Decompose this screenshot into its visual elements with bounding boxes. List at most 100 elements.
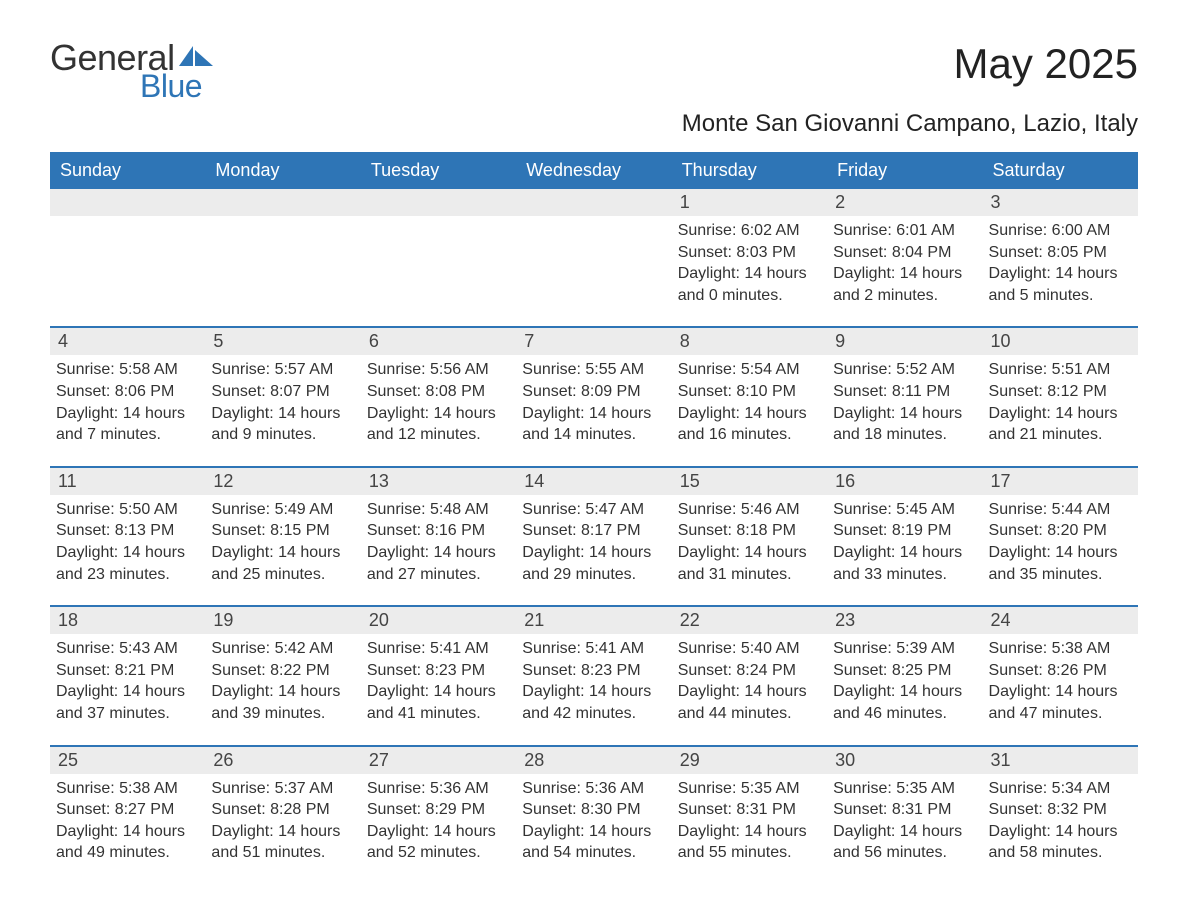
sunrise-line: Sunrise: 5:42 AM [211, 638, 354, 660]
daylight-line: Daylight: 14 hours and 49 minutes. [56, 821, 199, 864]
calendar-day-cell: 27Sunrise: 5:36 AMSunset: 8:29 PMDayligh… [361, 746, 516, 884]
calendar-day-cell [516, 189, 671, 327]
daylight-line: Daylight: 14 hours and 9 minutes. [211, 403, 354, 446]
page-header: General Blue May 2025 [50, 40, 1138, 102]
daylight-line: Daylight: 14 hours and 47 minutes. [989, 681, 1132, 724]
calendar-day-cell: 31 Sunrise: 5:34 AMSunset: 8:32 PMDayligh… [983, 746, 1138, 884]
day-info: Sunrise: 5:36 AMSunset: 8:30 PMDaylight:… [522, 778, 665, 864]
sunset-line: Sunset: 8:10 PM [678, 381, 821, 403]
sunrise-line: Sunrise: 5:49 AM [211, 499, 354, 521]
calendar-table: Sunday Monday Tuesday Wednesday Thursday… [50, 152, 1138, 884]
calendar-day-cell: 17Sunrise: 5:44 AMSunset: 8:20 PMDayligh… [983, 467, 1138, 606]
sunrise-line: Sunrise: 5:40 AM [678, 638, 821, 660]
daylight-line: Daylight: 14 hours and 2 minutes. [833, 263, 976, 306]
sunrise-line: Sunrise: 5:35 AM [678, 778, 821, 800]
sunset-line: Sunset: 8:25 PM [833, 660, 976, 682]
daylight-line: Daylight: 14 hours and 58 minutes. [989, 821, 1132, 864]
day-number: 18 [50, 607, 205, 634]
sunset-line: Sunset: 8:18 PM [678, 520, 821, 542]
day-info: Sunrise: 6:00 AMSunset: 8:05 PMDaylight:… [989, 220, 1132, 306]
sunrise-line: Sunrise: 5:34 AM [989, 778, 1132, 800]
sunset-line: Sunset: 8:20 PM [989, 520, 1132, 542]
calendar-day-cell: 7Sunrise: 5:55 AMSunset: 8:09 PMDaylight… [516, 327, 671, 466]
daylight-line: Daylight: 14 hours and 12 minutes. [367, 403, 510, 446]
calendar-day-cell: 1Sunrise: 6:02 AMSunset: 8:03 PMDaylight… [672, 189, 827, 327]
daylight-line: Daylight: 14 hours and 14 minutes. [522, 403, 665, 446]
day-info: Sunrise: 5:38 AMSunset: 8:27 PMDaylight:… [56, 778, 199, 864]
sunset-line: Sunset: 8:06 PM [56, 381, 199, 403]
calendar-week-row: 4Sunrise: 5:58 AMSunset: 8:06 PMDaylight… [50, 327, 1138, 466]
day-info: Sunrise: 6:02 AMSunset: 8:03 PMDaylight:… [678, 220, 821, 306]
daylight-line: Daylight: 14 hours and 55 minutes. [678, 821, 821, 864]
sunrise-line: Sunrise: 5:38 AM [56, 778, 199, 800]
day-info: Sunrise: 5:40 AMSunset: 8:24 PMDaylight:… [678, 638, 821, 724]
empty-day-bar [50, 189, 205, 216]
daylight-line: Daylight: 14 hours and 46 minutes. [833, 681, 976, 724]
sunset-line: Sunset: 8:09 PM [522, 381, 665, 403]
sunset-line: Sunset: 8:15 PM [211, 520, 354, 542]
day-info: Sunrise: 5:50 AMSunset: 8:13 PMDaylight:… [56, 499, 199, 585]
day-number: 3 [983, 189, 1138, 216]
calendar-week-row: 18 Sunrise: 5:43 AMSunset: 8:21 PMDayligh… [50, 606, 1138, 745]
sunset-line: Sunset: 8:05 PM [989, 242, 1132, 264]
daylight-line: Daylight: 14 hours and 51 minutes. [211, 821, 354, 864]
daylight-line: Daylight: 14 hours and 5 minutes. [989, 263, 1132, 306]
calendar-day-cell: 28 Sunrise: 5:36 AMSunset: 8:30 PMDayligh… [516, 746, 671, 884]
calendar-day-cell: 30 Sunrise: 5:35 AMSunset: 8:31 PMDayligh… [827, 746, 982, 884]
sunrise-line: Sunrise: 5:38 AM [989, 638, 1132, 660]
day-header: Monday [205, 152, 360, 189]
day-info: Sunrise: 5:34 AMSunset: 8:32 PMDaylight:… [989, 778, 1132, 864]
calendar-day-cell: 2Sunrise: 6:01 AMSunset: 8:04 PMDaylight… [827, 189, 982, 327]
day-number: 8 [672, 328, 827, 355]
sunrise-line: Sunrise: 5:45 AM [833, 499, 976, 521]
calendar-week-row: 1Sunrise: 6:02 AMSunset: 8:03 PMDaylight… [50, 189, 1138, 327]
day-info: Sunrise: 5:58 AMSunset: 8:06 PMDaylight:… [56, 359, 199, 445]
calendar-day-cell: 12Sunrise: 5:49 AMSunset: 8:15 PMDayligh… [205, 467, 360, 606]
day-info: Sunrise: 5:36 AMSunset: 8:29 PMDaylight:… [367, 778, 510, 864]
day-number: 9 [827, 328, 982, 355]
calendar-day-cell: 24Sunrise: 5:38 AMSunset: 8:26 PMDayligh… [983, 606, 1138, 745]
day-header: Tuesday [361, 152, 516, 189]
day-number: 21 [516, 607, 671, 634]
sunset-line: Sunset: 8:13 PM [56, 520, 199, 542]
daylight-line: Daylight: 14 hours and 42 minutes. [522, 681, 665, 724]
day-info: Sunrise: 5:43 AMSunset: 8:21 PMDaylight:… [56, 638, 199, 724]
sunrise-line: Sunrise: 5:55 AM [522, 359, 665, 381]
sunrise-line: Sunrise: 5:39 AM [833, 638, 976, 660]
day-number: 19 [205, 607, 360, 634]
sunrise-line: Sunrise: 5:41 AM [522, 638, 665, 660]
sunset-line: Sunset: 8:27 PM [56, 799, 199, 821]
sunset-line: Sunset: 8:17 PM [522, 520, 665, 542]
daylight-line: Daylight: 14 hours and 21 minutes. [989, 403, 1132, 446]
calendar-day-cell [205, 189, 360, 327]
month-title: May 2025 [954, 40, 1138, 88]
day-number: 29 [672, 747, 827, 774]
calendar-day-cell: 20Sunrise: 5:41 AMSunset: 8:23 PMDayligh… [361, 606, 516, 745]
calendar-day-cell: 21Sunrise: 5:41 AMSunset: 8:23 PMDayligh… [516, 606, 671, 745]
calendar-day-cell: 16Sunrise: 5:45 AMSunset: 8:19 PMDayligh… [827, 467, 982, 606]
day-info: Sunrise: 5:35 AMSunset: 8:31 PMDaylight:… [833, 778, 976, 864]
sunrise-line: Sunrise: 5:43 AM [56, 638, 199, 660]
daylight-line: Daylight: 14 hours and 54 minutes. [522, 821, 665, 864]
day-number: 31 [983, 747, 1138, 774]
day-info: Sunrise: 5:41 AMSunset: 8:23 PMDaylight:… [367, 638, 510, 724]
calendar-day-cell: 23Sunrise: 5:39 AMSunset: 8:25 PMDayligh… [827, 606, 982, 745]
daylight-line: Daylight: 14 hours and 44 minutes. [678, 681, 821, 724]
calendar-day-cell: 11Sunrise: 5:50 AMSunset: 8:13 PMDayligh… [50, 467, 205, 606]
day-number: 10 [983, 328, 1138, 355]
day-header: Wednesday [516, 152, 671, 189]
calendar-day-cell: 18 Sunrise: 5:43 AMSunset: 8:21 PMDayligh… [50, 606, 205, 745]
day-number: 25 [50, 747, 205, 774]
day-number: 30 [827, 747, 982, 774]
day-info: Sunrise: 5:35 AMSunset: 8:31 PMDaylight:… [678, 778, 821, 864]
calendar-day-cell: 26Sunrise: 5:37 AMSunset: 8:28 PMDayligh… [205, 746, 360, 884]
day-info: Sunrise: 5:56 AMSunset: 8:08 PMDaylight:… [367, 359, 510, 445]
day-number: 17 [983, 468, 1138, 495]
day-number: 2 [827, 189, 982, 216]
calendar-day-cell: 22Sunrise: 5:40 AMSunset: 8:24 PMDayligh… [672, 606, 827, 745]
day-info: Sunrise: 5:47 AMSunset: 8:17 PMDaylight:… [522, 499, 665, 585]
brand-logo: General Blue [50, 40, 213, 102]
calendar-day-cell: 29 Sunrise: 5:35 AMSunset: 8:31 PMDayligh… [672, 746, 827, 884]
day-number: 16 [827, 468, 982, 495]
day-number: 28 [516, 747, 671, 774]
